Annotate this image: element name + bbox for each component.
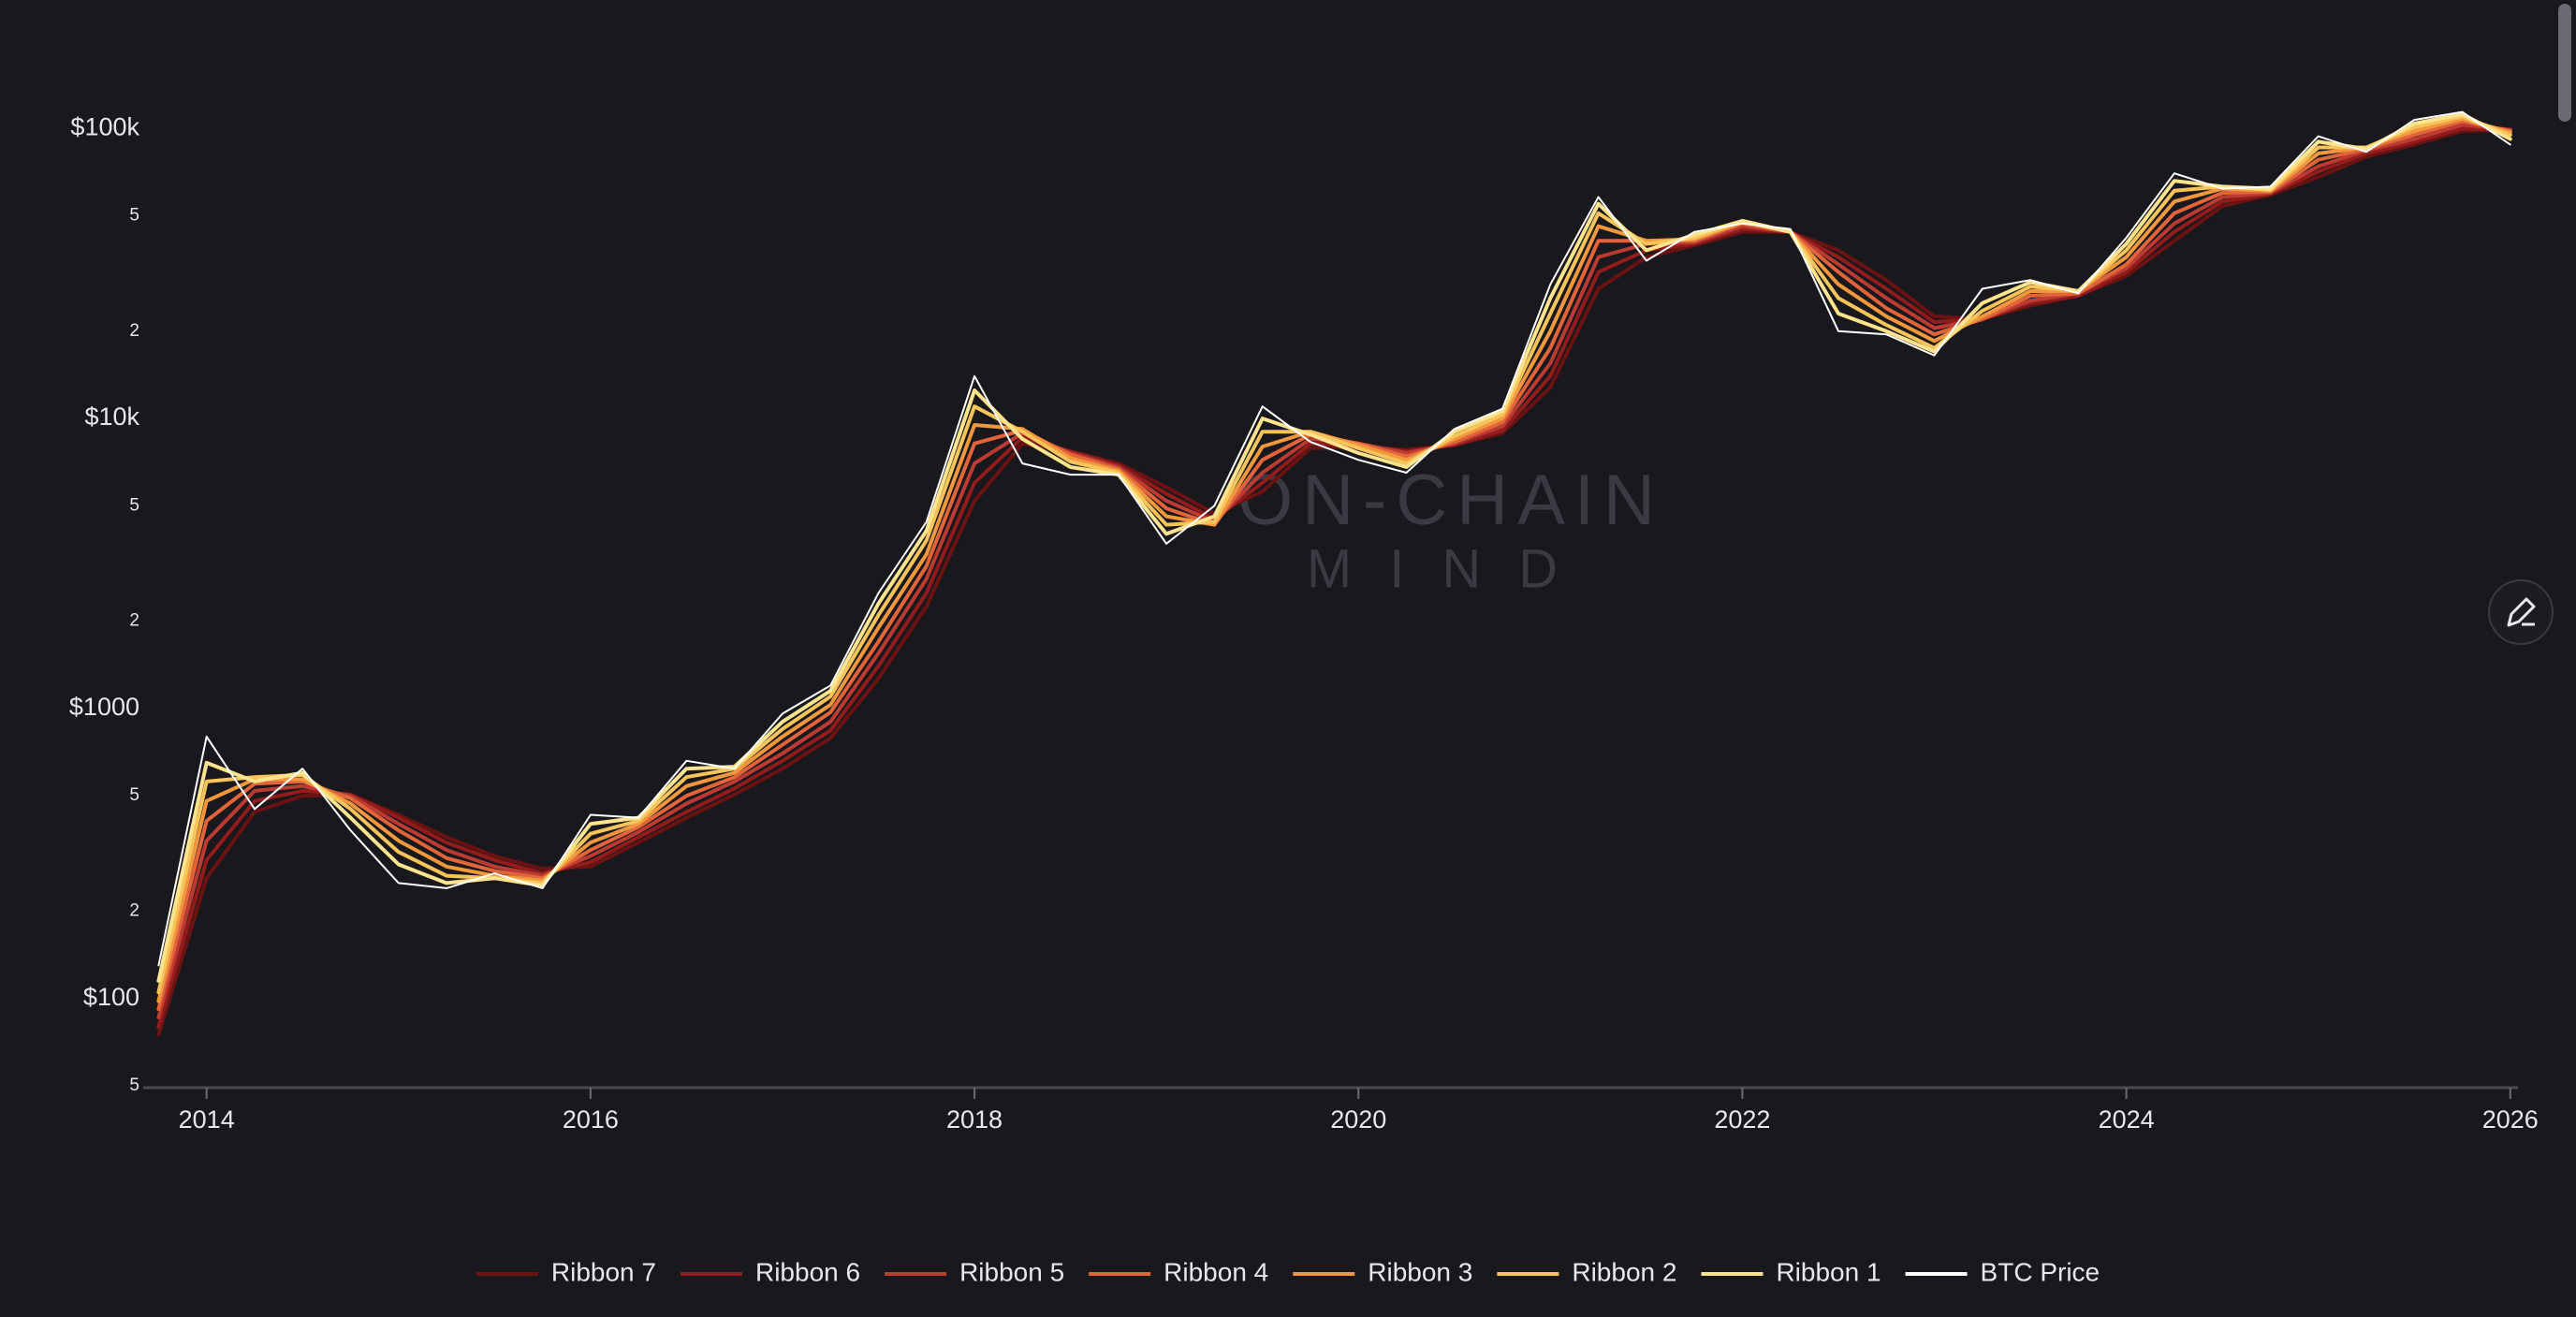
y-tick-label: 5 <box>129 495 139 515</box>
legend-label: Ribbon 7 <box>551 1257 656 1286</box>
y-tick-label: 2 <box>129 321 139 341</box>
legend-item: Ribbon 4 <box>1089 1257 1268 1286</box>
scrollbar-thumb[interactable] <box>2558 4 2571 122</box>
x-tick-label: 2016 <box>563 1105 619 1134</box>
x-tick-label: 2026 <box>2482 1105 2539 1134</box>
y-tick-label: $100 <box>83 983 139 1011</box>
legend-label: BTC Price <box>1981 1257 2100 1286</box>
x-tick-label: 2020 <box>1330 1105 1386 1134</box>
series-line <box>157 110 2511 967</box>
y-tick-label: $1000 <box>69 693 139 721</box>
series-line <box>156 127 2512 1037</box>
legend-item: Ribbon 5 <box>885 1257 1064 1286</box>
legend-label: Ribbon 6 <box>755 1257 860 1286</box>
edit-icon[interactable] <box>2507 597 2536 627</box>
legend-item: Ribbon 1 <box>1701 1257 1881 1286</box>
legend-label: Ribbon 3 <box>1368 1257 1472 1286</box>
legend-item: Ribbon 2 <box>1497 1257 1676 1286</box>
y-tick-label: 5 <box>129 1076 139 1095</box>
legend: Ribbon 7 Ribbon 6 Ribbon 5 Ribbon 4 Ribbon 3… <box>476 1257 2100 1286</box>
y-tick-label: 2 <box>129 611 139 631</box>
watermark-line: ON-CHAIN <box>1237 461 1664 540</box>
legend-label: Ribbon 1 <box>1776 1257 1881 1286</box>
y-tick-label: 5 <box>129 785 139 805</box>
legend-label: Ribbon 4 <box>1164 1257 1268 1286</box>
x-tick-label: 2018 <box>946 1105 1003 1134</box>
watermark-line: MIND <box>1307 538 1595 599</box>
x-tick-label: 2022 <box>1714 1105 1770 1134</box>
y-tick-label: 5 <box>129 206 139 226</box>
edit-button[interactable] <box>2488 579 2554 645</box>
legend-item: BTC Price <box>1905 1257 2100 1286</box>
x-tick-label: 2024 <box>2099 1105 2155 1134</box>
legend-item: Ribbon 3 <box>1293 1257 1472 1286</box>
legend-item: Ribbon 7 <box>476 1257 656 1286</box>
legend-label: Ribbon 5 <box>959 1257 1064 1286</box>
x-tick-label: 2014 <box>179 1105 235 1134</box>
y-tick-label: 2 <box>129 900 139 920</box>
legend-item: Ribbon 6 <box>680 1257 860 1286</box>
y-tick-label: $10k <box>84 402 139 431</box>
y-tick-label: $100k <box>70 112 139 140</box>
watermark: ON-CHAIN MIND <box>1237 461 1664 599</box>
edit-button-circle[interactable] <box>2488 579 2554 645</box>
legend-label: Ribbon 2 <box>1572 1257 1676 1286</box>
